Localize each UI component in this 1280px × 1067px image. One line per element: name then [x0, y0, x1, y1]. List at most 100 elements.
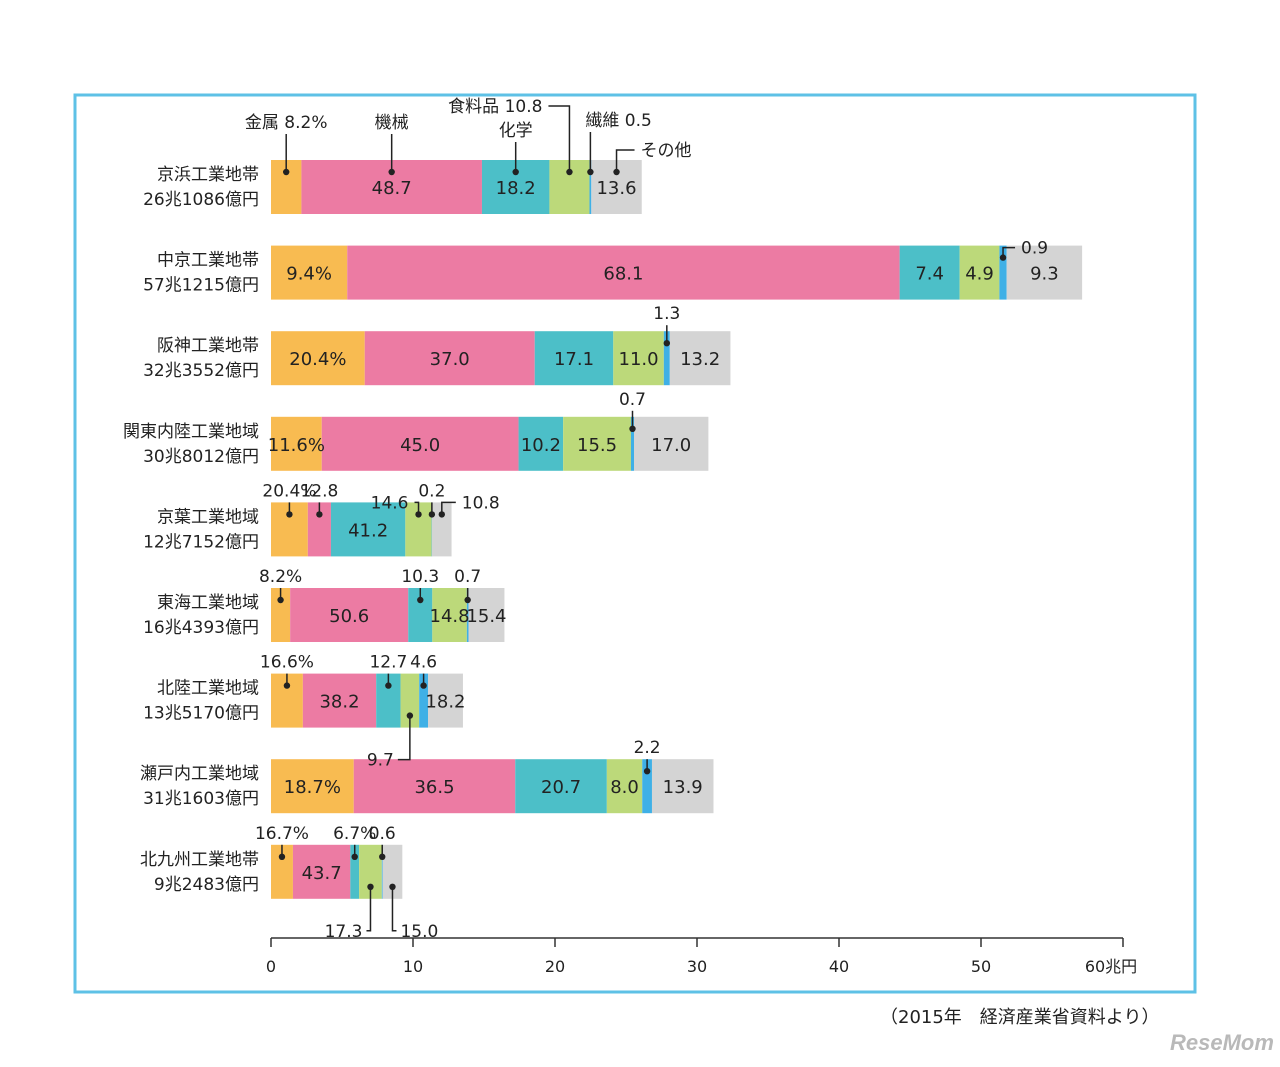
x-tick-label-5: 50: [971, 957, 991, 976]
callout-label-12: 0.2: [418, 481, 445, 501]
row-total-0: 26兆1086億円: [143, 190, 259, 210]
callout-label-1: 機械: [375, 113, 409, 133]
callout-label-22: 16.7%: [255, 824, 309, 844]
callout-leader-13: [441, 501, 456, 515]
bar-segment-8-3: [359, 844, 382, 899]
x-axis: 0 10 20 30 40 50 60兆円: [266, 937, 1137, 976]
bar-segment-7-5: [651, 759, 714, 814]
segment-label-3-0: 11.6%: [268, 435, 325, 456]
row-name-8: 北九州工業地帯: [140, 850, 259, 870]
callout-label-9: 20.4%: [262, 481, 316, 501]
callout-leader-25: [366, 886, 372, 932]
bar-segment-8-4: [381, 844, 383, 899]
bar-segment-8-1: [292, 844, 351, 899]
bar-segment-3-5: [634, 416, 709, 471]
segment-label-7-5: 13.9: [663, 777, 703, 798]
bar-segment-1-4: [999, 245, 1007, 300]
callout-label-0: 金属 8.2%: [245, 113, 328, 133]
bar-segment-4-2: [330, 502, 406, 557]
source-note: （2015年 経済産業省資料より）: [880, 1007, 1160, 1028]
callout-label-23: 6.7%: [333, 824, 376, 844]
segment-label-2-1: 37.0: [430, 349, 470, 370]
segment-label-0-1: 48.7: [372, 178, 412, 199]
callout-label-24: 0.6: [369, 824, 396, 844]
bar-segment-4-1: [307, 502, 331, 557]
bar-segment-7-1: [353, 759, 516, 814]
x-tick-label-1: 10: [403, 957, 423, 976]
segment-label-2-2: 17.1: [554, 349, 594, 370]
callout-label-7: 1.3: [653, 304, 680, 324]
x-tick-label-0: 0: [266, 957, 276, 976]
bar-segment-5-4: [466, 588, 469, 642]
x-tick-label-4: 40: [829, 957, 849, 976]
chart-frame: [73, 93, 1197, 994]
bar-segment-2-2: [534, 331, 614, 386]
callout-label-3: 食料品 10.8: [448, 97, 542, 117]
bar-segment-8-2: [350, 844, 360, 899]
segment-label-7-0: 18.7%: [284, 777, 341, 798]
row-labels-group: 48.7 18.2 13.6 京浜工業地帯 26兆1086億円 9.4% 68.1 7.4 4.…: [123, 165, 1059, 895]
callout-label-15: 10.3: [401, 567, 439, 587]
bar-segment-2-1: [364, 331, 535, 386]
row-name-1: 中京工業地帯: [157, 251, 259, 271]
callout-leader-3: [548, 105, 571, 172]
bar-segment-3-4: [630, 416, 635, 471]
callout-label-13: 10.8: [462, 493, 500, 513]
segment-label-7-3: 8.0: [610, 777, 639, 798]
segment-label-3-1: 45.0: [400, 435, 440, 456]
segment-label-2-3: 11.0: [619, 349, 659, 370]
segment-label-5-3: 14.8: [430, 606, 470, 627]
x-tick-label-3: 30: [687, 957, 707, 976]
bars-group: [271, 160, 1083, 899]
segment-label-7-2: 20.7: [541, 777, 581, 798]
bar-segment-3-0: [271, 416, 322, 471]
segment-label-6-1: 38.2: [319, 692, 359, 713]
x-tick-label-6: 60兆円: [1085, 957, 1137, 976]
bar-segment-6-1: [302, 673, 377, 728]
callout-label-4: 繊維 0.5: [585, 111, 651, 131]
bar-segment-8-5: [382, 844, 403, 899]
callout-leader-11: [414, 501, 420, 515]
row-total-7: 31兆1603億円: [143, 789, 259, 809]
bar-segment-2-4: [663, 331, 670, 386]
callout-label-16: 0.7: [454, 567, 481, 587]
row-total-5: 16兆4393億円: [143, 618, 259, 638]
segment-label-3-2: 10.2: [521, 435, 561, 456]
row-total-6: 13兆5170億円: [143, 704, 259, 724]
callout-label-21: 2.2: [634, 738, 661, 758]
bar-segment-1-1: [347, 245, 900, 300]
bar-segment-5-1: [290, 588, 409, 642]
callout-label-14: 8.2%: [259, 567, 302, 587]
row-name-2: 阪神工業地帯: [157, 336, 259, 356]
bar-segment-2-0: [271, 331, 365, 386]
segment-label-1-2: 7.4: [915, 264, 944, 285]
callout-label-2: 化学: [499, 121, 533, 141]
callout-leader-20: [397, 715, 411, 761]
callout-label-17: 16.6%: [260, 653, 314, 673]
callout-label-18: 12.7: [369, 653, 407, 673]
callout-label-20: 9.7: [367, 751, 394, 771]
segment-label-7-1: 36.5: [414, 777, 454, 798]
segment-label-1-0: 9.4%: [286, 264, 332, 285]
callout-label-26: 15.0: [400, 922, 438, 942]
segment-label-6-5: 18.2: [425, 692, 465, 713]
segment-label-5-5: 15.4: [466, 606, 506, 627]
segment-label-8-1: 43.7: [302, 863, 342, 884]
callout-label-25: 17.3: [325, 922, 363, 942]
callout-leader-26: [391, 886, 397, 932]
bar-segment-5-3: [432, 588, 467, 642]
row-total-4: 12兆7152億円: [143, 532, 259, 552]
segment-label-3-3: 15.5: [577, 435, 617, 456]
row-name-5: 東海工業地域: [157, 593, 259, 613]
callout-label-8: 0.7: [619, 390, 646, 410]
row-name-6: 北陸工業地域: [157, 679, 259, 699]
x-tick-label-2: 20: [545, 957, 565, 976]
segment-label-4-2: 41.2: [348, 520, 388, 541]
segment-label-5-1: 50.6: [329, 606, 369, 627]
bar-segment-1-2: [899, 245, 960, 300]
bar-segment-8-0: [271, 844, 293, 899]
segment-label-2-0: 20.4%: [289, 349, 346, 370]
row-total-1: 57兆1215億円: [143, 276, 259, 296]
bar-segment-4-4: [431, 502, 433, 557]
